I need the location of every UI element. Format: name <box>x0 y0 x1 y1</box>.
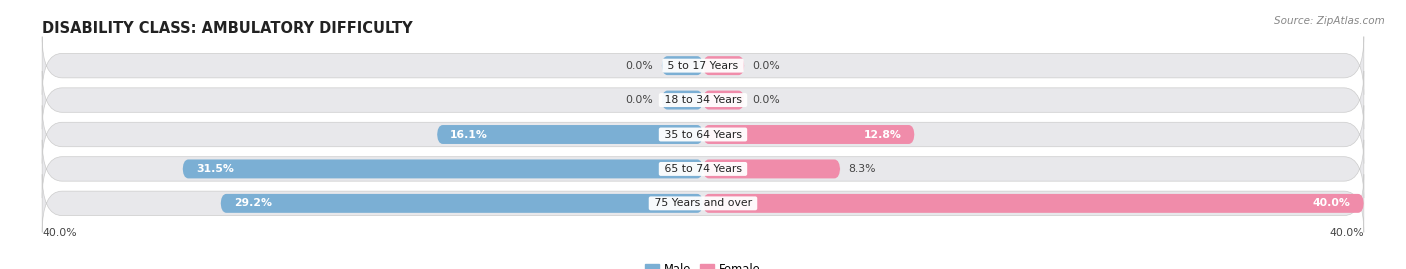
Text: 0.0%: 0.0% <box>752 95 780 105</box>
FancyBboxPatch shape <box>703 194 1364 213</box>
FancyBboxPatch shape <box>703 56 744 75</box>
Text: 12.8%: 12.8% <box>863 129 901 140</box>
FancyBboxPatch shape <box>437 125 703 144</box>
Text: 18 to 34 Years: 18 to 34 Years <box>661 95 745 105</box>
Text: DISABILITY CLASS: AMBULATORY DIFFICULTY: DISABILITY CLASS: AMBULATORY DIFFICULTY <box>42 21 413 36</box>
Text: 8.3%: 8.3% <box>848 164 876 174</box>
FancyBboxPatch shape <box>221 194 703 213</box>
Text: 40.0%: 40.0% <box>42 228 77 238</box>
Legend: Male, Female: Male, Female <box>641 258 765 269</box>
Text: 0.0%: 0.0% <box>752 61 780 71</box>
FancyBboxPatch shape <box>42 105 1364 164</box>
FancyBboxPatch shape <box>703 91 744 109</box>
Text: 75 Years and over: 75 Years and over <box>651 198 755 208</box>
Text: 31.5%: 31.5% <box>195 164 233 174</box>
FancyBboxPatch shape <box>183 160 703 178</box>
Text: 40.0%: 40.0% <box>1329 228 1364 238</box>
Text: 5 to 17 Years: 5 to 17 Years <box>664 61 742 71</box>
FancyBboxPatch shape <box>662 91 703 109</box>
FancyBboxPatch shape <box>42 174 1364 232</box>
Text: 65 to 74 Years: 65 to 74 Years <box>661 164 745 174</box>
Text: 40.0%: 40.0% <box>1313 198 1351 208</box>
FancyBboxPatch shape <box>703 160 841 178</box>
Text: 35 to 64 Years: 35 to 64 Years <box>661 129 745 140</box>
FancyBboxPatch shape <box>42 71 1364 129</box>
FancyBboxPatch shape <box>42 37 1364 95</box>
Text: 29.2%: 29.2% <box>233 198 271 208</box>
FancyBboxPatch shape <box>662 56 703 75</box>
Text: 0.0%: 0.0% <box>626 95 654 105</box>
FancyBboxPatch shape <box>42 140 1364 198</box>
Text: 16.1%: 16.1% <box>450 129 488 140</box>
Text: 0.0%: 0.0% <box>626 61 654 71</box>
FancyBboxPatch shape <box>703 125 914 144</box>
Text: Source: ZipAtlas.com: Source: ZipAtlas.com <box>1274 16 1385 26</box>
